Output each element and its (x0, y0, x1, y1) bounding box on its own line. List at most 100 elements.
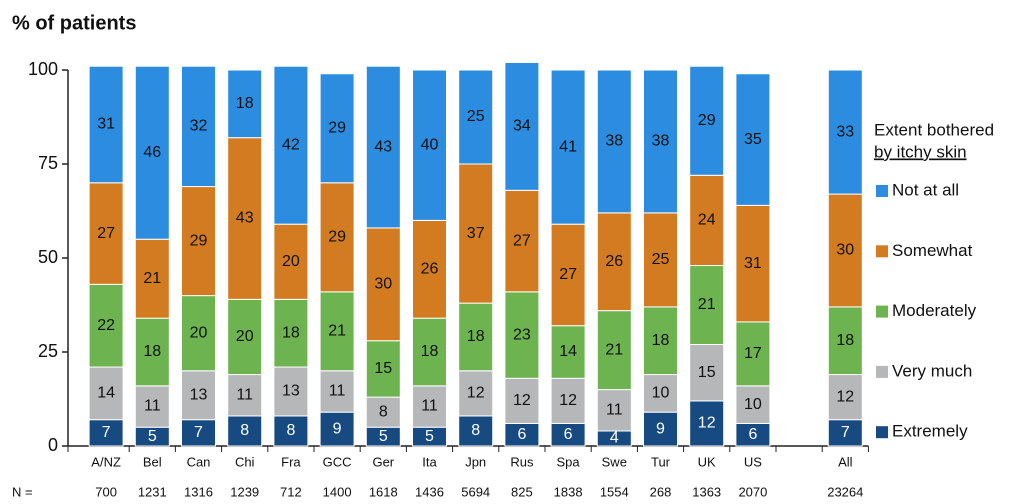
bar-segment (504, 377, 540, 424)
value-label: 29 (328, 119, 346, 136)
bar-segment (134, 65, 170, 240)
value-label: 32 (190, 118, 208, 135)
n-value: 1838 (554, 484, 583, 499)
value-label: 34 (513, 118, 531, 135)
bar-segment (365, 396, 401, 428)
value-label: 42 (282, 136, 300, 153)
x-tick-label: Chi (235, 454, 255, 469)
bar-segment (227, 298, 263, 376)
n-value: 23264 (827, 484, 863, 499)
value-label: 20 (236, 328, 254, 345)
value-label: 22 (97, 317, 115, 334)
value-label: 27 (97, 225, 115, 242)
legend-title: Extent bothered (874, 120, 994, 139)
bar-segment (273, 65, 309, 225)
value-label: 46 (143, 144, 161, 161)
bar-segment (227, 374, 263, 417)
y-tick-label: 100 (28, 59, 58, 79)
x-tick-label: Ger (372, 454, 394, 469)
legend-swatch (876, 365, 888, 378)
bar-segment (550, 377, 586, 424)
value-label: 6 (748, 426, 757, 443)
value-label: 12 (559, 392, 577, 409)
bar-segment (319, 182, 355, 293)
bar-segment (88, 65, 124, 184)
bar-segment (88, 283, 124, 368)
value-label: 43 (236, 210, 254, 227)
bar-segment (643, 69, 678, 214)
bar-segment (689, 265, 725, 345)
legend-swatch (876, 426, 888, 439)
value-label: 20 (190, 324, 208, 341)
value-label: 11 (329, 383, 346, 400)
bar-segment (827, 306, 863, 376)
value-label: 30 (374, 276, 392, 293)
bar-segment (827, 193, 863, 308)
bar-segment (273, 223, 309, 300)
x-tick-label: GCC (323, 454, 352, 469)
bar-segment (365, 65, 401, 229)
legend-swatch (876, 245, 888, 258)
x-tick-label: Rus (510, 454, 534, 469)
value-label: 12 (513, 392, 531, 409)
x-tick-label: Can (187, 454, 211, 469)
bar-segment (504, 189, 540, 293)
bar-segment (412, 317, 447, 387)
value-label: 18 (143, 343, 161, 360)
value-label: 8 (379, 403, 388, 420)
chart-title: % of patients (12, 12, 136, 34)
value-label: 9 (333, 420, 342, 437)
n-value: 1554 (600, 484, 629, 499)
value-label: 8 (286, 422, 295, 439)
n-value: 712 (280, 484, 302, 499)
x-tick-label: All (838, 454, 853, 469)
bar-segment (827, 419, 863, 447)
n-value: 1316 (184, 484, 213, 499)
x-tick-label: Jpn (465, 454, 486, 469)
bar-segment (458, 69, 494, 165)
bar-segment (88, 182, 124, 285)
bar-segment (88, 366, 124, 421)
bar-segment (643, 374, 678, 413)
value-label: 17 (744, 345, 762, 362)
value-label: 12 (698, 415, 716, 432)
value-label: 6 (564, 426, 573, 443)
n-value: 1363 (692, 484, 721, 499)
value-label: 30 (836, 242, 854, 259)
bar-segment (689, 174, 725, 267)
x-tick-label: Bel (143, 454, 162, 469)
bar-segment (504, 61, 540, 191)
bar-segment (458, 415, 494, 447)
x-tick-label: A/NZ (91, 454, 121, 469)
bar-segment (596, 310, 632, 391)
bar-segment (550, 223, 586, 327)
bar-segment (550, 69, 586, 225)
bar-segment (273, 415, 309, 447)
n-value: 1231 (138, 484, 167, 499)
n-value: 268 (650, 484, 672, 499)
value-label: 40 (421, 136, 439, 153)
y-tick-label: 0 (48, 435, 58, 455)
value-label: 6 (517, 426, 526, 443)
value-label: 31 (97, 116, 115, 133)
n-label: N = (12, 484, 33, 499)
value-label: 13 (190, 386, 208, 403)
legend-title: by itchy skin (874, 142, 967, 161)
value-label: 10 (652, 385, 670, 402)
value-label: 5 (379, 428, 388, 445)
value-label: 8 (471, 422, 480, 439)
n-value: 1239 (230, 484, 259, 499)
bar-segment (827, 374, 863, 421)
bar-segment (134, 238, 170, 319)
value-label: 18 (282, 324, 300, 341)
bar-segment (227, 415, 263, 447)
bar-segment (458, 163, 494, 304)
value-label: 29 (698, 112, 716, 129)
value-label: 7 (102, 424, 111, 441)
n-value: 1400 (323, 484, 352, 499)
n-value: 825 (511, 484, 533, 499)
value-label: 15 (374, 360, 392, 377)
value-label: 31 (744, 255, 762, 272)
bar-segment (827, 69, 863, 195)
n-value: 1436 (415, 484, 444, 499)
